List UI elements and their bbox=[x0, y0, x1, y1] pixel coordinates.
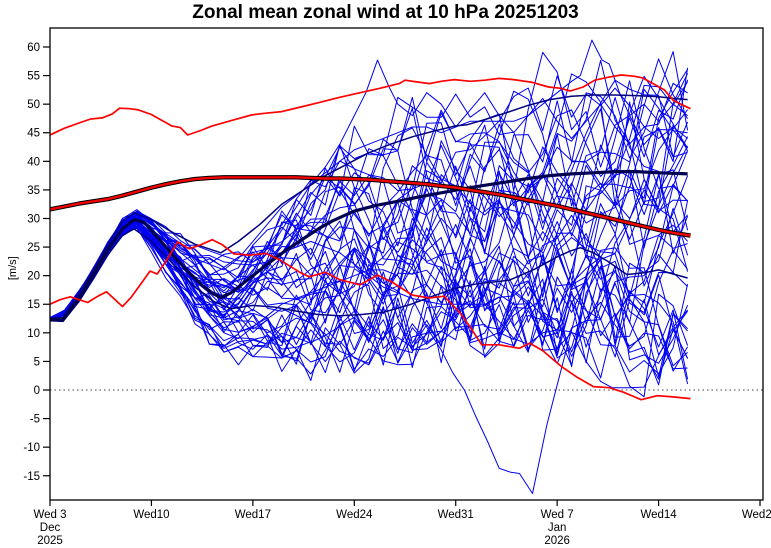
svg-text:Wed 7: Wed 7 bbox=[541, 509, 574, 521]
ensemble-mean-line bbox=[50, 170, 688, 322]
chart-title: Zonal mean zonal wind at 10 hPa 20251203 bbox=[192, 2, 579, 23]
plot-border bbox=[49, 27, 764, 501]
climatology-upper-line bbox=[50, 74, 691, 136]
svg-text:2025: 2025 bbox=[37, 535, 63, 547]
svg-text:Dec: Dec bbox=[40, 522, 61, 534]
svg-text:35: 35 bbox=[27, 185, 40, 197]
svg-text:-15: -15 bbox=[23, 471, 40, 483]
svg-text:10: 10 bbox=[27, 328, 40, 340]
svg-text:60: 60 bbox=[27, 42, 40, 54]
y-axis-label: [m/s] bbox=[7, 256, 19, 280]
svg-text:20: 20 bbox=[27, 271, 40, 283]
climatology-lower-line bbox=[50, 238, 691, 401]
svg-text:-5: -5 bbox=[30, 414, 40, 426]
svg-text:Wed21: Wed21 bbox=[742, 509, 771, 521]
svg-text:Wed 3: Wed 3 bbox=[33, 509, 66, 521]
svg-text:Wed17: Wed17 bbox=[235, 509, 271, 521]
svg-text:2026: 2026 bbox=[544, 535, 570, 547]
svg-text:40: 40 bbox=[27, 156, 40, 168]
svg-text:Wed31: Wed31 bbox=[438, 509, 474, 521]
svg-text:Wed24: Wed24 bbox=[336, 509, 373, 521]
ensemble-lower-percentile-line bbox=[50, 228, 688, 323]
climatology-mean-line bbox=[50, 176, 691, 237]
svg-text:30: 30 bbox=[27, 213, 40, 225]
svg-text:45: 45 bbox=[27, 128, 40, 140]
svg-text:25: 25 bbox=[27, 242, 40, 254]
svg-text:Wed10: Wed10 bbox=[133, 509, 169, 521]
svg-text:55: 55 bbox=[27, 71, 40, 83]
svg-text:5: 5 bbox=[34, 356, 40, 368]
svg-text:15: 15 bbox=[27, 299, 40, 311]
ensemble-upper-percentile-line bbox=[50, 94, 688, 319]
svg-text:Wed14: Wed14 bbox=[640, 509, 677, 521]
svg-text:0: 0 bbox=[34, 385, 40, 397]
svg-text:-10: -10 bbox=[23, 442, 40, 454]
svg-text:50: 50 bbox=[27, 99, 40, 111]
svg-text:Jan: Jan bbox=[548, 522, 567, 534]
